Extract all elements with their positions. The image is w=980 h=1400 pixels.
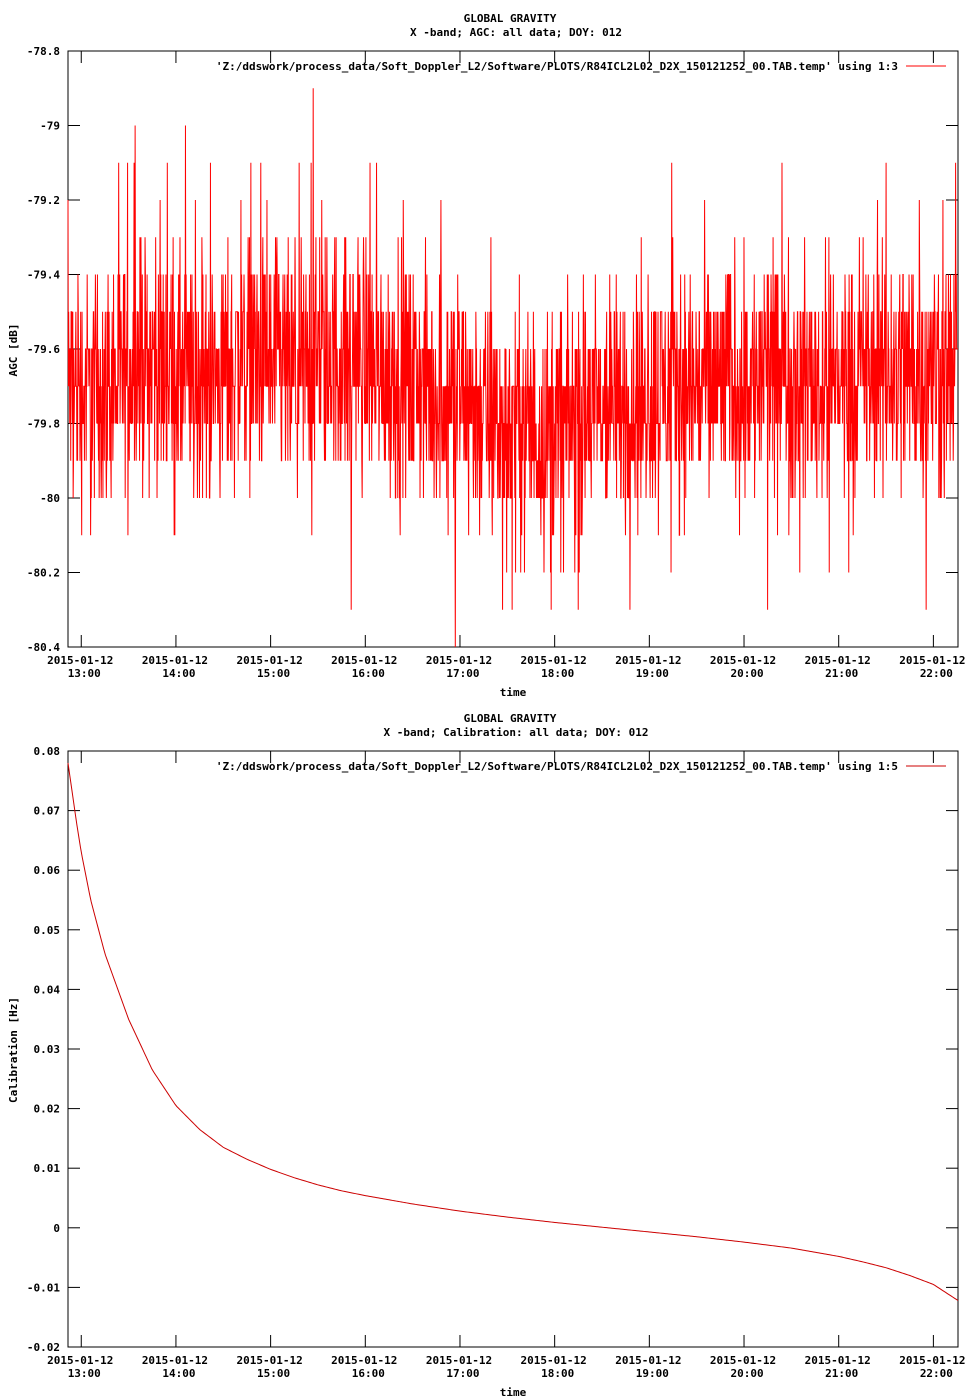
y-ticks: -78.8 -79 -79.2 -79.4 -79.6 -79.8 -80 -80.2 -80.… xyxy=(27,45,958,654)
y-tick-label: -0.02 xyxy=(27,1341,60,1354)
y-tick-label: -80 xyxy=(40,492,60,505)
x-tick-label-time: 17:00 xyxy=(446,1367,479,1380)
x-tick-label-date: 2015-01-12 xyxy=(331,1354,397,1367)
x-tick-label-date: 2015-01-12 xyxy=(236,1354,302,1367)
x-tick-label-time: 13:00 xyxy=(68,667,101,680)
plot-frame xyxy=(67,750,959,1348)
x-tick-label-time: 16:00 xyxy=(352,1367,385,1380)
y-tick-label: 0.02 xyxy=(34,1103,61,1116)
x-tick-label-time: 20:00 xyxy=(730,667,763,680)
y-tick-label: 0.08 xyxy=(34,745,61,758)
x-tick-label-time: 19:00 xyxy=(636,667,669,680)
chart-subtitle: X -band; AGC: all data; DOY: 012 xyxy=(410,26,622,39)
y-tick-label: 0 xyxy=(53,1222,60,1235)
y-tick-label: -80.4 xyxy=(27,641,60,654)
y-tick-label: 0.04 xyxy=(34,983,61,996)
x-ticks: 2015-01-1213:002015-01-1214:002015-01-12… xyxy=(47,51,966,680)
legend-label: 'Z:/ddswork/process_data/Soft_Doppler_L2… xyxy=(216,760,898,773)
y-ticks: 0.08 0.07 0.06 0.05 0.04 0.03 0.02 0.01 0 -0.01 -0… xyxy=(27,745,958,1354)
y-tick-label: -79 xyxy=(40,120,60,133)
x-tick-label-date: 2015-01-12 xyxy=(47,1354,113,1367)
x-tick-label-time: 22:00 xyxy=(920,667,953,680)
x-axis-label: time xyxy=(500,1386,527,1399)
x-tick-label-time: 18:00 xyxy=(541,667,574,680)
x-tick-label-date: 2015-01-12 xyxy=(426,654,492,667)
y-tick-label: 0.05 xyxy=(34,924,61,937)
x-tick-label-date: 2015-01-12 xyxy=(805,1354,871,1367)
x-tick-label-date: 2015-01-12 xyxy=(426,1354,492,1367)
x-tick-label-date: 2015-01-12 xyxy=(142,1354,208,1367)
x-tick-label-date: 2015-01-12 xyxy=(236,654,302,667)
agc-chart: GLOBAL GRAVITY X -band; AGC: all data; D… xyxy=(7,12,966,699)
x-tick-label-time: 20:00 xyxy=(730,1367,763,1380)
x-tick-label-date: 2015-01-12 xyxy=(710,1354,776,1367)
x-tick-label-date: 2015-01-12 xyxy=(615,654,681,667)
series-line xyxy=(67,762,959,1301)
x-tick-label-time: 21:00 xyxy=(825,667,858,680)
x-tick-label-date: 2015-01-12 xyxy=(521,654,587,667)
x-tick-label-time: 17:00 xyxy=(446,667,479,680)
x-tick-label-time: 14:00 xyxy=(162,1367,195,1380)
y-tick-label: 0.07 xyxy=(34,805,61,818)
x-tick-label-date: 2015-01-12 xyxy=(47,654,113,667)
y-tick-label: -79.4 xyxy=(27,269,60,282)
y-tick-label: -79.8 xyxy=(27,418,60,431)
y-tick-label: 0.06 xyxy=(34,864,61,877)
y-axis-label: Calibration [Hz] xyxy=(7,997,20,1103)
y-tick-label: 0.01 xyxy=(34,1162,61,1175)
y-tick-label: -80.2 xyxy=(27,567,60,580)
x-tick-label-time: 13:00 xyxy=(68,1367,101,1380)
x-tick-label-time: 21:00 xyxy=(825,1367,858,1380)
chart-title: GLOBAL GRAVITY xyxy=(464,712,557,725)
y-tick-label: -79.2 xyxy=(27,194,60,207)
x-tick-label-date: 2015-01-12 xyxy=(899,654,965,667)
x-tick-label-time: 15:00 xyxy=(257,667,290,680)
x-tick-label-time: 18:00 xyxy=(541,1367,574,1380)
x-ticks: 2015-01-1213:002015-01-1214:002015-01-12… xyxy=(47,751,966,1380)
x-tick-label-date: 2015-01-12 xyxy=(710,654,776,667)
chart-title: GLOBAL GRAVITY xyxy=(464,12,557,25)
series-line xyxy=(67,88,958,648)
x-tick-label-date: 2015-01-12 xyxy=(521,1354,587,1367)
x-tick-label-date: 2015-01-12 xyxy=(805,654,871,667)
y-tick-label: -0.01 xyxy=(27,1281,60,1294)
x-tick-label-date: 2015-01-12 xyxy=(899,1354,965,1367)
x-tick-label-date: 2015-01-12 xyxy=(615,1354,681,1367)
y-tick-label: -79.6 xyxy=(27,343,60,356)
x-tick-label-time: 14:00 xyxy=(162,667,195,680)
x-axis-label: time xyxy=(500,686,527,699)
x-tick-label-time: 19:00 xyxy=(636,1367,669,1380)
legend-label: 'Z:/ddswork/process_data/Soft_Doppler_L2… xyxy=(216,60,898,73)
y-axis-label: AGC [dB] xyxy=(7,324,20,377)
x-tick-label-time: 15:00 xyxy=(257,1367,290,1380)
y-tick-label: 0.03 xyxy=(34,1043,61,1056)
x-tick-label-time: 22:00 xyxy=(920,1367,953,1380)
y-tick-label: -78.8 xyxy=(27,45,60,58)
x-tick-label-date: 2015-01-12 xyxy=(142,654,208,667)
chart-subtitle: X -band; Calibration: all data; DOY: 012 xyxy=(384,726,649,739)
x-tick-label-time: 16:00 xyxy=(352,667,385,680)
calibration-chart: GLOBAL GRAVITY X -band; Calibration: all… xyxy=(7,712,966,1399)
x-tick-label-date: 2015-01-12 xyxy=(331,654,397,667)
